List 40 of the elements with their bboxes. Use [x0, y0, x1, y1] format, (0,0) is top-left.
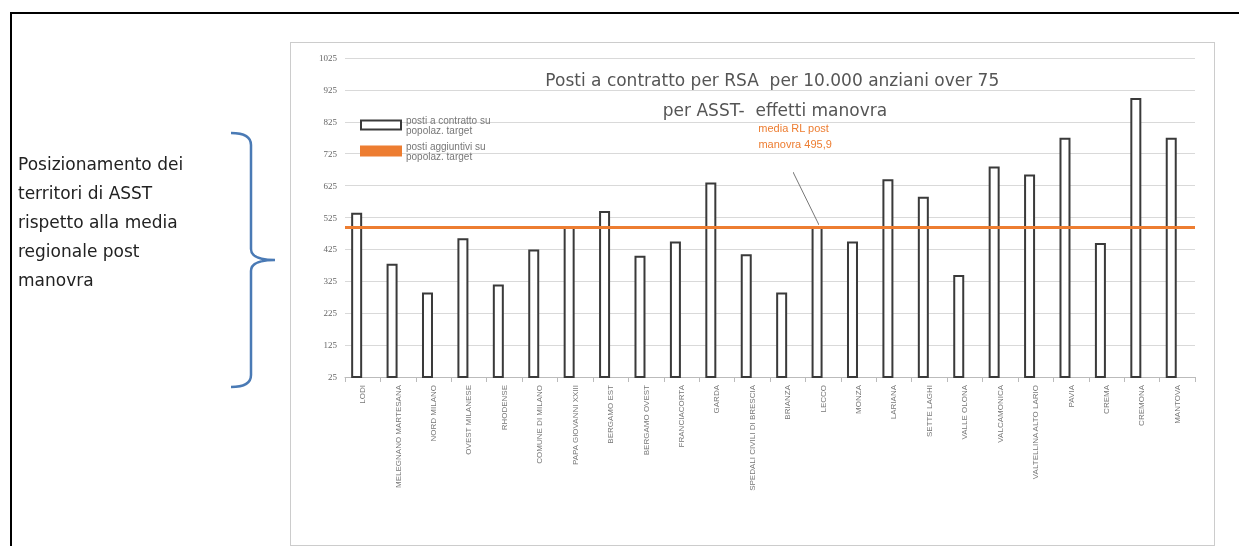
x-tick-label: MANTOVA [1172, 384, 1182, 424]
x-tick-label: RHODENSE [499, 385, 509, 431]
x-tick-label: CREMA [1101, 384, 1111, 414]
x-tick-label: LARIANA [889, 384, 899, 420]
x-tick-label: COMUNE DI MILANO [535, 385, 545, 464]
x-tick-label: PAPA GIOVANNI XXIII [570, 385, 580, 466]
x-tick-label: BERGAMO OVEST [641, 384, 651, 456]
y-tick-label: 725 [323, 148, 338, 159]
x-tick-label: CREMONA [1137, 384, 1147, 426]
x-tick-label: BERGAMO EST [606, 384, 616, 444]
y-tick-label: 225 [323, 308, 338, 319]
x-tick-label: GARDA [712, 384, 722, 414]
x-tick-label: LODI [358, 385, 368, 404]
x-tick-label: BRIANZA [783, 384, 793, 420]
text: Posti a contratto per RSA per 10.000 anziani over 75 per ASST- effetti manovra [545, 70, 1005, 120]
x-tick-label: NORD MILANO [429, 385, 439, 442]
y-tick-label: 325 [323, 276, 338, 287]
legend-label: posti aggiuntivi su popolaz. target [406, 140, 489, 162]
y-tick-label: 525 [323, 212, 338, 223]
x-tick-label: SPEDALI CIVILI DI BRESCIA [747, 384, 757, 491]
x-tick-label: FRANCIACORTA [676, 384, 686, 448]
x-tick-label: VALTELLINA ALTO LARIO [1031, 385, 1041, 480]
x-tick-label: MELEGNANO MARTESANA [393, 384, 403, 488]
x-tick-label: OVEST MILANESE [464, 385, 474, 455]
ref-line-label: media RL post manovra 495,9 [758, 121, 832, 150]
y-tick-label: 425 [323, 244, 338, 255]
text: Posizionamento dei territori di ASST rispetto alla media regionale post manovra [18, 153, 185, 292]
y-tick-label: 925 [323, 84, 338, 95]
x-tick-label: SETTE LAGHI [924, 385, 934, 438]
y-tick-label: 25 [328, 372, 338, 382]
y-tick-label: 825 [323, 116, 338, 127]
x-tick-label: VALCAMONICA [995, 384, 1005, 443]
legend-label: posti a contratto su popolaz. target [406, 114, 494, 136]
y-tick-label: 1025 [319, 53, 338, 63]
y-tick-label: 125 [323, 340, 338, 351]
x-tick-label: LECCO [818, 385, 828, 413]
x-tick-label: VALLE OLONA [960, 384, 970, 440]
y-tick-label: 625 [323, 180, 338, 191]
x-tick-label: MONZA [854, 384, 864, 414]
x-tick-label: PAVIA [1066, 384, 1076, 408]
